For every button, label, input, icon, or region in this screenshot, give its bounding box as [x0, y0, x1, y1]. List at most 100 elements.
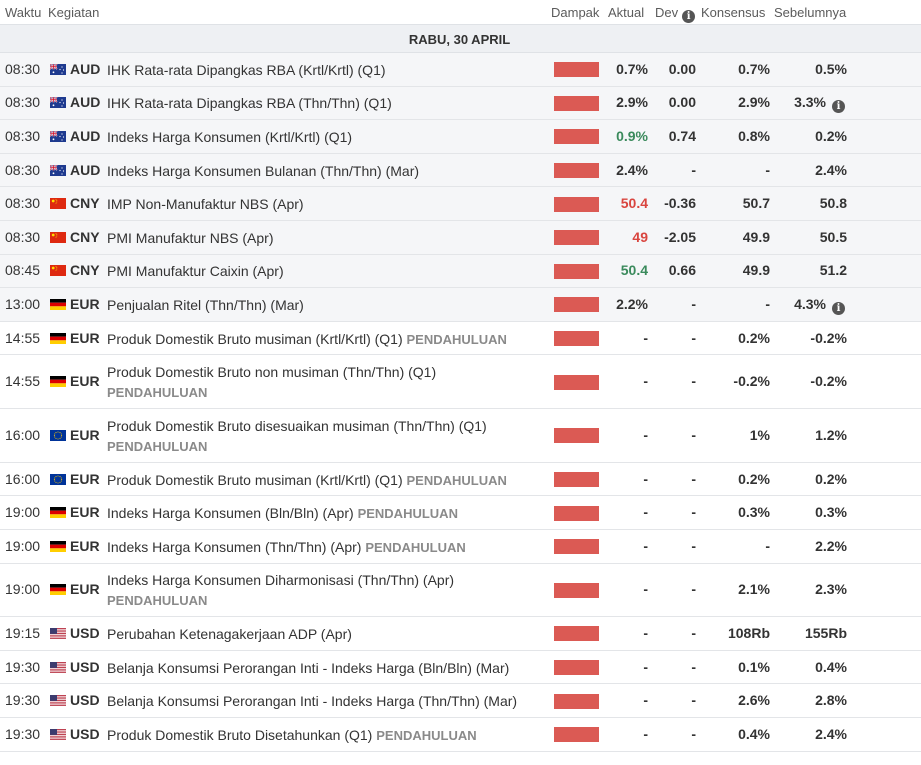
event-title[interactable]: IMP Non-Manufaktur NBS (Apr) [107, 196, 304, 213]
table-row[interactable]: 19:00 EUR Indeks Harga Konsumen (Thn/Thn) … [0, 530, 921, 564]
event-title[interactable]: Produk Domestik Bruto Disetahunkan (Q1) [107, 726, 373, 743]
table-row[interactable]: 16:00 EUR Produk Domestik Bruto musiman (K… [0, 463, 921, 497]
consensus-value: 49.9 [742, 262, 770, 279]
event-name[interactable]: Indeks Harga Konsumen (Thn/Thn) (Apr) PE… [107, 537, 547, 558]
info-icon[interactable]: i [682, 10, 696, 23]
event-title[interactable]: Produk Domestik Bruto disesuaikan musima… [107, 417, 487, 434]
table-row[interactable]: 16:00 EUR Produk Domestik Bruto disesuaika… [0, 409, 921, 463]
table-row[interactable]: 19:00 EUR Indeks Harga Konsumen Diharmonis… [0, 564, 921, 618]
table-row[interactable]: 08:30 CNY PMI Manufaktur NBS (Apr) 49 -2.05 4… [0, 220, 921, 255]
consensus-value: 1% [749, 426, 770, 443]
event-name[interactable]: Indeks Harga Konsumen Bulanan (Thn/Thn) … [107, 161, 547, 181]
info-icon[interactable]: i [832, 301, 845, 315]
event-name[interactable]: PMI Manufaktur Caixin (Apr) [107, 261, 547, 281]
event-title[interactable]: Produk Domestik Bruto musiman (Krtl/Krtl… [107, 471, 403, 488]
event-title[interactable]: Indeks Harga Konsumen (Bln/Bln) (Apr) [107, 505, 354, 522]
table-row[interactable]: 19:30 USD Belanja Konsumsi Perorangan Inti… [0, 684, 921, 718]
au-flag-icon [50, 63, 66, 75]
deviation-value: -2.05 [664, 228, 696, 245]
deviation-value: - [691, 692, 696, 709]
table-row[interactable]: 14:55 EUR Produk Domestik Bruto musiman (K… [0, 322, 921, 356]
table-row[interactable]: 14:55 EUR Produk Domestik Bruto non musima… [0, 355, 921, 410]
impact-bar [554, 374, 599, 390]
table-row[interactable]: 08:30 AUD IHK Rata-rata Dipangkas RBA (Thn… [0, 86, 921, 121]
event-time: 19:15 [5, 624, 41, 641]
event-name[interactable]: PMI Manufaktur NBS (Apr) [107, 228, 547, 248]
event-time: 19:30 [5, 658, 41, 675]
event-name[interactable]: Belanja Konsumsi Perorangan Inti - Indek… [107, 658, 547, 678]
event-title[interactable]: Indeks Harga Konsumen (Thn/Thn) (Apr) [107, 538, 362, 555]
event-name[interactable]: Penjualan Ritel (Thn/Thn) (Mar) [107, 295, 547, 315]
impact-bar [554, 297, 599, 313]
deviation-value: - [691, 426, 696, 443]
au-flag-icon [50, 130, 66, 142]
impact-bar [554, 263, 599, 279]
event-name[interactable]: IHK Rata-rata Dipangkas RBA (Krtl/Krtl) … [107, 60, 547, 80]
cn-flag-icon [50, 198, 66, 210]
col-actual-header[interactable]: Aktual [608, 5, 645, 20]
event-title[interactable]: Penjualan Ritel (Thn/Thn) (Mar) [107, 296, 304, 313]
de-flag-icon [50, 298, 66, 310]
event-name[interactable]: Produk Domestik Bruto disesuaikan musima… [107, 416, 547, 457]
previous-value: 0.2% [815, 127, 847, 144]
currency-code: USD [70, 692, 100, 709]
currency-code: EUR [70, 295, 100, 312]
table-row[interactable]: 08:30 AUD IHK Rata-rata Dipangkas RBA (Krt… [0, 53, 921, 87]
consensus-value: 50.7 [742, 195, 770, 212]
deviation-value: - [691, 504, 696, 521]
col-impact-header[interactable]: Dampak [551, 5, 600, 20]
event-title[interactable]: Indeks Harga Konsumen (Krtl/Krtl) (Q1) [107, 128, 353, 145]
col-time-header[interactable]: Waktu [5, 5, 42, 20]
table-row[interactable]: 08:45 CNY PMI Manufaktur Caixin (Apr) 50.4 0… [0, 254, 921, 289]
event-title[interactable]: PMI Manufaktur Caixin (Apr) [107, 263, 284, 280]
event-name[interactable]: IHK Rata-rata Dipangkas RBA (Thn/Thn) (Q… [107, 93, 547, 113]
info-icon[interactable]: i [832, 100, 845, 114]
actual-value: 0.7% [616, 60, 648, 77]
deviation-value: 0.00 [668, 60, 696, 77]
col-consensus-header[interactable]: Konsensus [701, 5, 766, 20]
event-title[interactable]: IHK Rata-rata Dipangkas RBA (Krtl/Krtl) … [107, 61, 386, 78]
event-title[interactable]: IHK Rata-rata Dipangkas RBA (Thn/Thn) (Q… [107, 95, 392, 112]
actual-value: 0.9% [616, 127, 648, 144]
table-row[interactable]: 08:30 AUD Indeks Harga Konsumen Bulanan (T… [0, 153, 921, 188]
event-title[interactable]: Indeks Harga Konsumen Bulanan (Thn/Thn) … [107, 162, 420, 179]
event-time: 16:00 [5, 426, 41, 443]
table-row[interactable]: 13:00 EUR Penjualan Ritel (Thn/Thn) (Mar) 2… [0, 288, 921, 322]
event-title[interactable]: Perubahan Ketenagakerjaan ADP (Apr) [107, 625, 352, 642]
table-row[interactable]: 19:30 USD Belanja Konsumsi Perorangan Inti… [0, 651, 921, 685]
table-row[interactable]: 08:30 CNY IMP Non-Manufaktur NBS (Apr) 50.4… [0, 187, 921, 221]
table-row[interactable]: 19:30 USD Produk Domestik Bruto Disetahunk… [0, 718, 921, 752]
event-title[interactable]: Belanja Konsumsi Perorangan Inti - Indek… [107, 659, 510, 676]
event-name[interactable]: Indeks Harga Konsumen (Bln/Bln) (Apr) PE… [107, 503, 547, 524]
event-name[interactable]: Produk Domestik Bruto musiman (Krtl/Krtl… [107, 329, 547, 350]
event-name[interactable]: Belanja Konsumsi Perorangan Inti - Indek… [107, 691, 547, 711]
col-previous-header[interactable]: Sebelumnya [774, 5, 847, 20]
event-name[interactable]: Perubahan Ketenagakerjaan ADP (Apr) [107, 624, 547, 644]
col-event-header[interactable]: Kegiatan [48, 5, 100, 20]
event-name[interactable]: Produk Domestik Bruto Disetahunkan (Q1) … [107, 725, 547, 746]
consensus-value: - [765, 161, 770, 178]
event-title[interactable]: PMI Manufaktur NBS (Apr) [107, 229, 274, 246]
preliminary-label: PENDAHULUAN [406, 472, 507, 488]
event-name[interactable]: Produk Domestik Bruto non musiman (Thn/T… [107, 362, 547, 403]
deviation-value: - [691, 329, 696, 346]
event-time: 14:55 [5, 329, 41, 346]
event-title[interactable]: Produk Domestik Bruto musiman (Krtl/Krtl… [107, 330, 403, 347]
actual-value: - [643, 581, 648, 598]
table-row[interactable]: 19:00 EUR Indeks Harga Konsumen (Bln/Bln) … [0, 496, 921, 530]
event-title[interactable]: Belanja Konsumsi Perorangan Inti - Indek… [107, 693, 518, 710]
event-title[interactable]: Indeks Harga Konsumen Diharmonisasi (Thn… [107, 572, 455, 589]
table-row[interactable]: 08:30 AUD Indeks Harga Konsumen (Krtl/Krtl… [0, 120, 921, 154]
col-dev-header[interactable]: Dev i [655, 5, 696, 23]
consensus-value: -0.2% [733, 373, 770, 390]
event-name[interactable]: Indeks Harga Konsumen Diharmonisasi (Thn… [107, 570, 547, 611]
table-row[interactable]: 19:15 USD Perubahan Ketenagakerjaan ADP (A… [0, 617, 921, 651]
impact-bar [554, 230, 599, 246]
event-title[interactable]: Produk Domestik Bruto non musiman (Thn/T… [107, 364, 437, 381]
preliminary-label: PENDAHULUAN [107, 385, 208, 401]
actual-value: - [643, 658, 648, 675]
previous-value: -0.2% [810, 329, 847, 346]
event-name[interactable]: Indeks Harga Konsumen (Krtl/Krtl) (Q1) [107, 127, 547, 147]
event-name[interactable]: Produk Domestik Bruto musiman (Krtl/Krtl… [107, 470, 547, 491]
event-name[interactable]: IMP Non-Manufaktur NBS (Apr) [107, 194, 547, 214]
